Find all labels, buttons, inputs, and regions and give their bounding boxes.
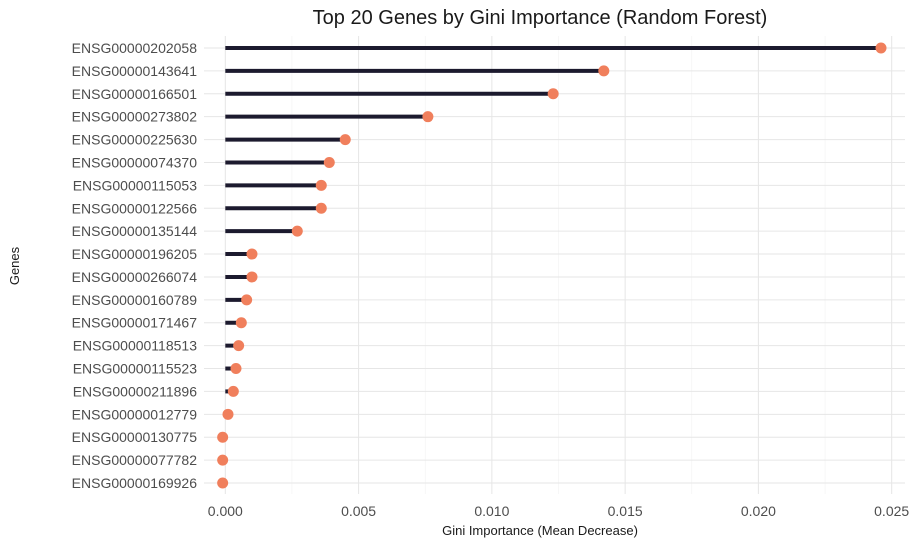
point (547, 88, 559, 100)
y-tick-label: ENSG00000122566 (72, 200, 198, 216)
y-tick-label: ENSG00000169926 (72, 475, 198, 491)
point (233, 340, 245, 352)
y-tick-label: ENSG00000171467 (72, 315, 198, 331)
grid (204, 36, 905, 494)
y-axis-title: Genes (7, 246, 22, 285)
y-tick-label: ENSG00000166501 (72, 86, 198, 102)
point (315, 202, 327, 214)
point (323, 156, 335, 168)
point (217, 454, 229, 466)
y-tick-label: ENSG00000202058 (72, 40, 198, 56)
y-tick-label: ENSG00000266074 (72, 269, 198, 285)
y-tick-label: ENSG00000118513 (73, 338, 197, 354)
y-tick-label: ENSG00000273802 (72, 109, 198, 125)
y-tick-label: ENSG00000074370 (72, 154, 198, 170)
point (217, 431, 229, 443)
y-tick-label: ENSG00000115523 (73, 361, 197, 377)
point (339, 134, 351, 146)
point (227, 385, 239, 397)
x-tick-label: 0.000 (208, 503, 243, 519)
point (315, 179, 327, 191)
point (422, 111, 434, 123)
y-tick-label: ENSG00000077782 (72, 452, 198, 468)
chart-title: Top 20 Genes by Gini Importance (Random … (313, 7, 768, 29)
x-tick-label: 0.010 (474, 503, 509, 519)
x-tick-labels: 0.000 0.005 0.010 0.015 0.020 0.025 (208, 503, 910, 519)
point (291, 225, 303, 237)
point (222, 408, 234, 420)
y-tick-label: ENSG00000160789 (72, 292, 198, 308)
x-tick-label: 0.020 (741, 503, 776, 519)
point (217, 477, 229, 489)
y-tick-label: ENSG00000225630 (72, 132, 198, 148)
y-tick-label: ENSG00000012779 (72, 406, 198, 422)
y-tick-label: ENSG00000143641 (72, 63, 198, 79)
x-axis-title: Gini Importance (Mean Decrease) (442, 523, 638, 538)
y-tick-labels: ENSG00000202058 ENSG00000143641 ENSG000001… (72, 40, 198, 491)
point (230, 363, 242, 375)
y-tick-label: ENSG00000130775 (72, 429, 198, 445)
x-tick-label: 0.005 (341, 503, 376, 519)
y-tick-label: ENSG00000196205 (72, 246, 198, 262)
point (246, 248, 258, 260)
y-tick-label: ENSG00000211896 (73, 383, 197, 399)
point (241, 294, 253, 306)
point (246, 271, 258, 283)
y-tick-label: ENSG00000135144 (72, 223, 198, 239)
x-tick-label: 0.025 (874, 503, 909, 519)
x-tick-label: 0.015 (608, 503, 643, 519)
point (875, 42, 887, 54)
point (235, 317, 247, 329)
point (598, 65, 610, 77)
marks (217, 42, 887, 489)
y-tick-label: ENSG00000115053 (73, 177, 197, 193)
